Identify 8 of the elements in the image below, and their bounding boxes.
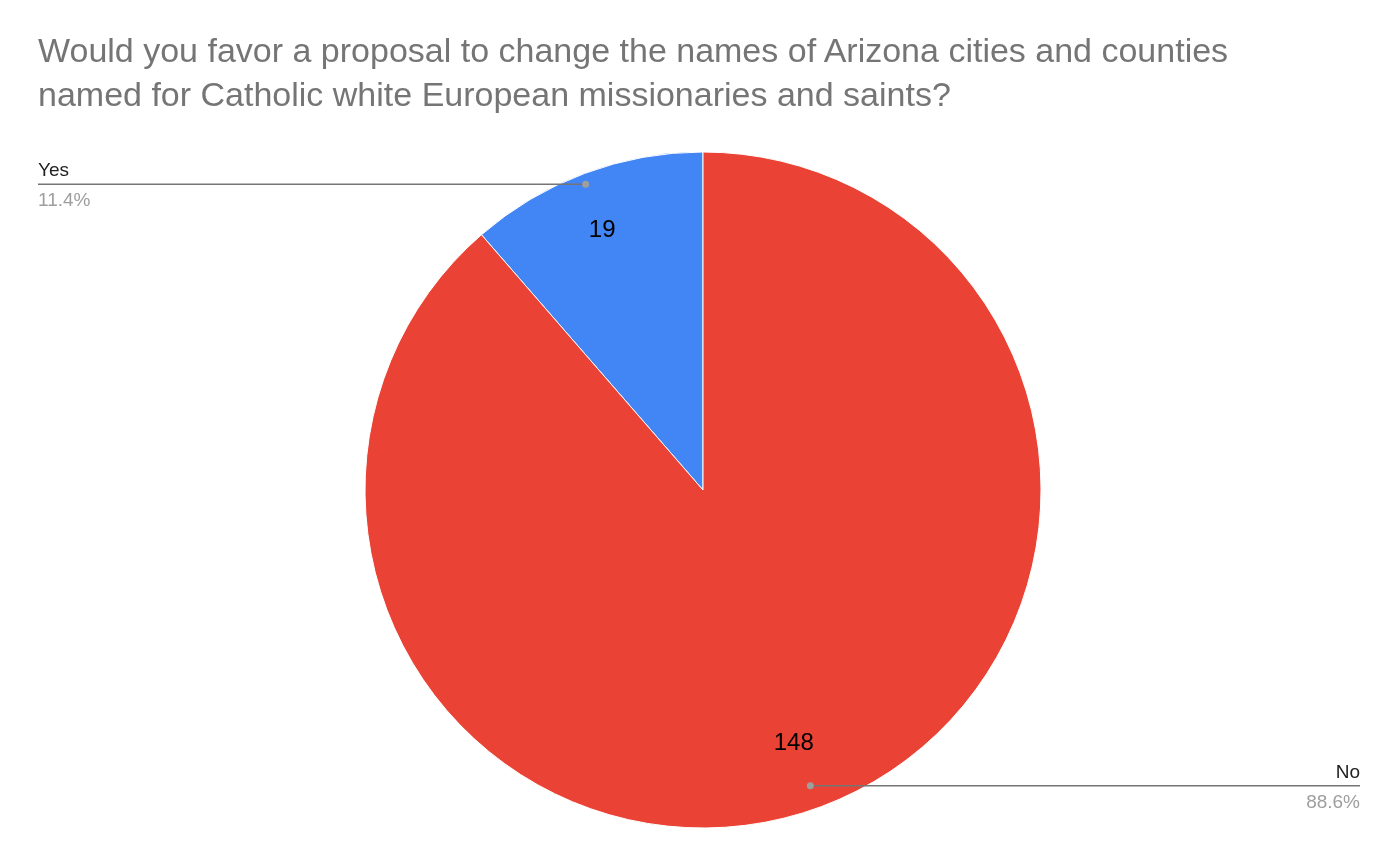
data-label: 19	[588, 215, 616, 243]
pie-slice	[364, 151, 1042, 829]
slice-label: Yes	[38, 159, 69, 181]
chart-title: Would you favor a proposal to change the names of Arizona cities and counties named for Catholic white European missionaries and saints?	[38, 30, 1230, 115]
data-label: 148	[773, 727, 814, 755]
text: 11.4%	[38, 189, 91, 211]
slice-label: No	[1335, 760, 1360, 782]
text: 88.6%	[1306, 790, 1361, 812]
